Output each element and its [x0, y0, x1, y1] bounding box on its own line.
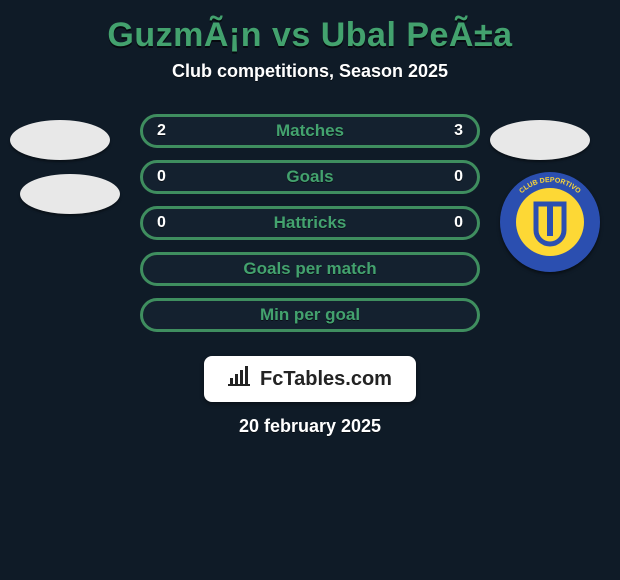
stat-row-goals-per-match: Goals per match — [140, 252, 480, 286]
branding-box: FcTables.com — [204, 356, 416, 402]
stat-left-value: 0 — [157, 168, 166, 186]
subtitle: Club competitions, Season 2025 — [0, 61, 620, 82]
stat-label: Matches — [276, 121, 344, 141]
club-emblem-svg: CLUB DEPORTIVO — [500, 172, 600, 272]
stat-left-value: 2 — [157, 122, 166, 140]
branding-text: FcTables.com — [260, 368, 392, 391]
headline: GuzmÃ¡n vs Ubal PeÃ±a — [0, 16, 620, 55]
stat-label: Goals per match — [243, 259, 376, 279]
stat-row-hattricks: 0 Hattricks 0 — [140, 206, 480, 240]
left-player-badge-2 — [20, 174, 120, 214]
stat-label: Hattricks — [274, 213, 347, 233]
stat-right-value: 3 — [454, 122, 463, 140]
stat-left-value: 0 — [157, 214, 166, 232]
club-emblem: CLUB DEPORTIVO — [500, 172, 600, 272]
stat-row-min-per-goal: Min per goal — [140, 298, 480, 332]
stat-right-value: 0 — [454, 214, 463, 232]
stat-row-goals: 0 Goals 0 — [140, 160, 480, 194]
stat-rows: 2 Matches 3 0 Goals 0 0 Hattricks 0 Goals per mat… — [140, 114, 480, 332]
right-player-badge — [490, 120, 590, 160]
stat-label: Min per goal — [260, 305, 360, 325]
date-text: 20 february 2025 — [0, 416, 620, 437]
stat-label: Goals — [286, 167, 333, 187]
stat-row-matches: 2 Matches 3 — [140, 114, 480, 148]
stat-right-value: 0 — [454, 168, 463, 186]
bar-chart-icon — [228, 366, 252, 392]
left-player-badge-1 — [10, 120, 110, 160]
